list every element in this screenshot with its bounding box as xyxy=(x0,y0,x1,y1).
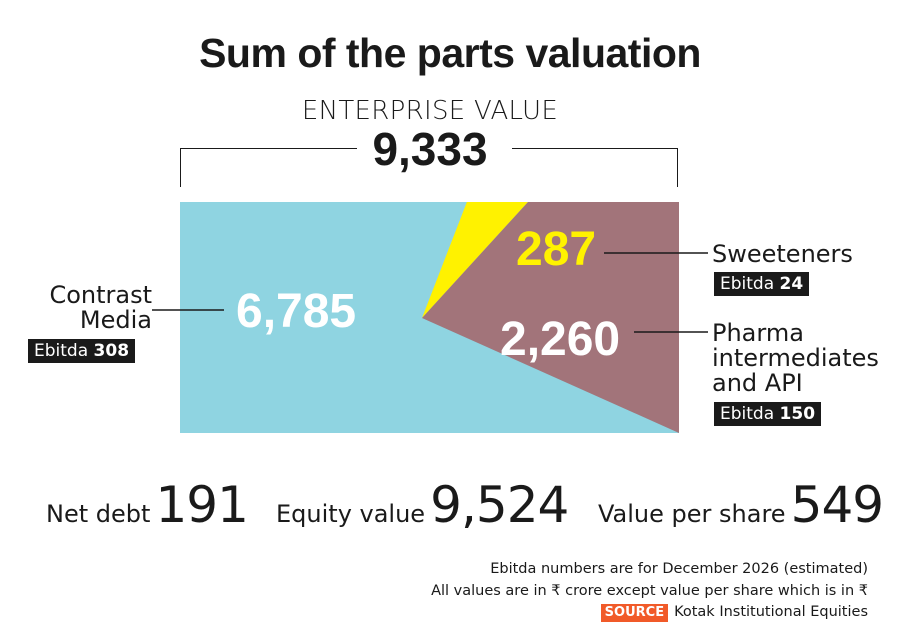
value-per-share-stat: Value per share 549 xyxy=(598,476,884,534)
contrast-media-label-line2: Media xyxy=(79,306,152,334)
pharma-ebitda-badge: Ebitda 150 xyxy=(714,402,822,426)
footnote-source: SOURCE Kotak Institutional Equities xyxy=(600,604,868,622)
ebitda-value: 308 xyxy=(93,341,130,361)
page-title: Sum of the parts valuation xyxy=(199,30,701,76)
pharma-value: 2,260 xyxy=(500,313,621,366)
pharma-segment xyxy=(422,202,679,433)
ebitda-label: Ebitda xyxy=(720,404,775,424)
value-per-share-value: 549 xyxy=(790,476,884,534)
ebitda-value: 24 xyxy=(779,274,804,294)
contrast-media-label: Contrast Media xyxy=(40,283,152,333)
ebitda-value: 150 xyxy=(779,404,816,424)
value-per-share-label: Value per share xyxy=(598,500,786,528)
contrast-media-label-line1: Contrast xyxy=(49,281,152,309)
contrast-media-value: 6,785 xyxy=(236,285,357,338)
ebitda-label: Ebitda xyxy=(720,274,775,294)
net-debt-stat: Net debt 191 xyxy=(46,476,249,534)
source-name: Kotak Institutional Equities xyxy=(674,604,868,620)
net-debt-value: 191 xyxy=(155,476,249,534)
equity-value-value: 9,524 xyxy=(430,476,569,534)
pharma-label-line2: intermediates xyxy=(712,344,879,372)
ebitda-label: Ebitda xyxy=(34,341,89,361)
equity-value-stat: Equity value 9,524 xyxy=(276,476,569,534)
pharma-label: Pharma intermediates and API xyxy=(712,321,879,396)
equity-value-label: Equity value xyxy=(276,500,426,528)
pharma-label-line3: and API xyxy=(712,369,803,397)
contrast-media-ebitda-badge: Ebitda 308 xyxy=(28,339,136,363)
enterprise-value: 9,333 xyxy=(372,123,488,175)
sweeteners-label: Sweeteners xyxy=(712,240,853,268)
source-tag: SOURCE xyxy=(600,604,669,622)
enterprise-bracket-right xyxy=(512,148,678,187)
sweeteners-ebitda-badge: Ebitda 24 xyxy=(714,272,810,296)
enterprise-value-label: ENTERPRISE VALUE xyxy=(301,96,559,126)
sweeteners-value: 287 xyxy=(516,223,597,276)
net-debt-label: Net debt xyxy=(46,500,151,528)
footnote-units: All values are in ₹ crore except value p… xyxy=(431,583,868,599)
footnote-ebitda: Ebitda numbers are for December 2026 (es… xyxy=(490,561,868,577)
enterprise-bracket-left xyxy=(180,148,357,187)
pharma-label-line1: Pharma xyxy=(712,319,804,347)
